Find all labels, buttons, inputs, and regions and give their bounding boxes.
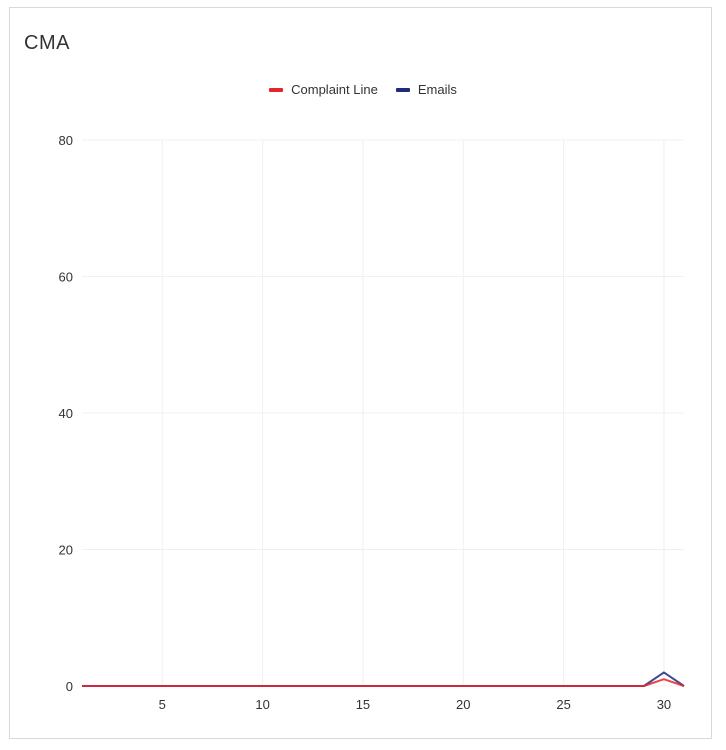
chart-legend: Complaint Line Emails [0,82,726,97]
data-point-complaint-line-13 [321,685,324,688]
data-point-complaint-line-29 [642,685,645,688]
data-point-complaint-line-22 [502,685,505,688]
y-tick-label-80: 80 [59,133,73,148]
x-tick-label-30: 30 [657,697,671,712]
data-point-complaint-line-12 [301,685,304,688]
x-tick-label-10: 10 [255,697,269,712]
data-point-complaint-line-17 [402,685,405,688]
y-tick-label-60: 60 [59,270,73,285]
data-point-complaint-line-18 [422,685,425,688]
chart-title: CMA [24,32,70,54]
y-tick-label-40: 40 [59,406,73,421]
data-point-emails-30 [662,671,665,674]
chart-card [9,7,712,739]
legend-item-emails[interactable]: Emails [395,82,457,97]
y-tick-label-20: 20 [59,543,73,558]
data-point-complaint-line-30 [662,678,665,681]
data-point-complaint-line-9 [241,685,244,688]
data-point-complaint-line-25 [562,685,565,688]
data-point-complaint-line-21 [482,685,485,688]
legend-label-emails: Emails [417,82,457,97]
data-point-complaint-line-10 [261,685,264,688]
data-point-complaint-line-2 [101,685,104,688]
data-point-complaint-line-7 [201,685,204,688]
data-point-complaint-line-6 [181,685,184,688]
data-point-complaint-line-24 [542,685,545,688]
series-line-emails [82,671,685,687]
x-tick-label-25: 25 [556,697,570,712]
data-point-complaint-line-20 [462,685,465,688]
data-point-complaint-line-4 [141,685,144,688]
legend-label-complaint-line: Complaint Line [291,82,378,97]
legend-swatch-emails [395,87,410,92]
data-point-complaint-line-3 [121,685,124,688]
data-point-complaint-line-11 [281,685,284,688]
x-tick-label-5: 5 [159,697,166,712]
data-point-complaint-line-23 [522,685,525,688]
legend-item-complaint-line[interactable]: Complaint Line [269,82,378,97]
data-point-complaint-line-26 [582,685,585,688]
y-tick-label-0: 0 [66,679,73,694]
data-point-complaint-line-5 [161,685,164,688]
data-point-complaint-line-27 [602,685,605,688]
series-line-complaint-line [82,678,685,687]
data-point-complaint-line-28 [622,685,625,688]
data-point-complaint-line-15 [361,685,364,688]
data-point-complaint-line-16 [382,685,385,688]
data-point-complaint-line-31 [683,685,686,688]
data-point-complaint-line-14 [341,685,344,688]
x-tick-label-15: 15 [356,697,370,712]
data-point-complaint-line-1 [81,685,84,688]
data-point-complaint-line-19 [442,685,445,688]
data-point-complaint-line-8 [221,685,224,688]
x-tick-label-20: 20 [456,697,470,712]
legend-swatch-complaint-line [269,87,284,92]
